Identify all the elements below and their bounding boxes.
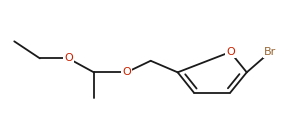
Text: O: O bbox=[122, 67, 131, 77]
Text: O: O bbox=[226, 47, 235, 57]
Text: O: O bbox=[64, 53, 72, 63]
Text: Br: Br bbox=[264, 47, 276, 57]
